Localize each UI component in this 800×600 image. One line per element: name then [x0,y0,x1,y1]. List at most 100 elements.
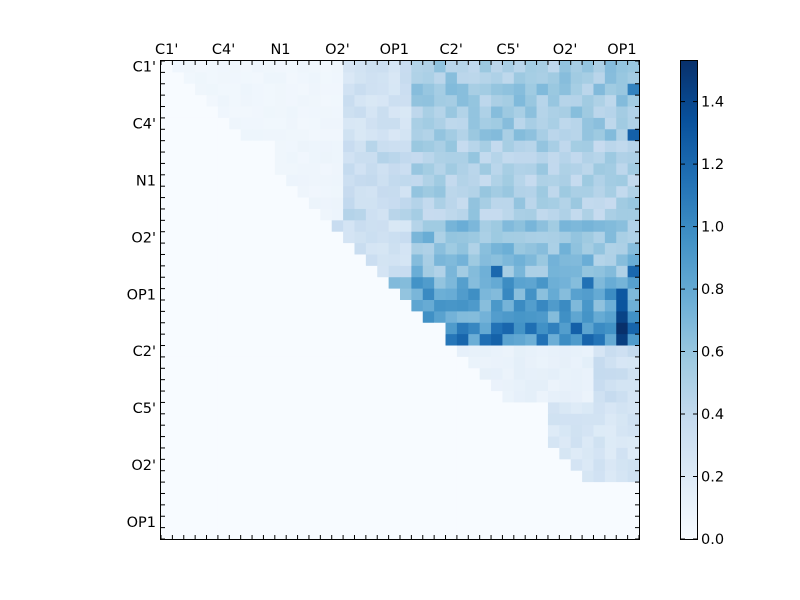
heatmap-cell [502,117,515,130]
heatmap-cell [434,391,446,403]
heatmap-cell [377,413,390,426]
heatmap-cell [388,527,401,540]
heatmap-cell [308,425,321,437]
heatmap-cell [354,208,367,221]
heatmap-cell [400,311,412,324]
heatmap-cell [217,117,230,130]
heatmap-cell [434,436,446,449]
heatmap-cell [616,504,629,517]
heatmap-cell [388,140,401,153]
heatmap-cell [343,140,355,153]
heatmap-cell [343,61,355,73]
heatmap-cell [274,402,287,415]
heatmap-cell [217,174,230,187]
heatmap-cell [354,436,367,449]
heatmap-cell [411,300,424,312]
heatmap-cell [308,140,321,153]
heatmap-cell [593,334,606,346]
heatmap-cell [354,254,367,267]
heatmap-cell [593,379,606,392]
heatmap-cell [388,322,401,335]
heatmap-cell [513,106,526,119]
heatmap-cell [343,288,355,301]
heatmap-cell [559,254,572,267]
heatmap-cell [286,402,298,415]
heatmap-cell [525,322,537,335]
heatmap-cell [297,61,310,73]
heatmap-cell [308,527,321,540]
heatmap-cell [627,322,640,335]
heatmap-cell [456,288,469,301]
heatmap-cell [274,425,287,437]
heatmap-cell [240,72,253,85]
heatmap-cell [627,174,640,187]
heatmap-cell [547,300,560,312]
heatmap-cell [240,117,253,130]
heatmap-cell [513,265,526,278]
heatmap-cell [229,493,242,506]
heatmap-cell [263,186,276,198]
heatmap-cell [502,413,515,426]
heatmap-cell [240,516,253,529]
heatmap-cell [422,231,435,244]
heatmap-cell [286,322,298,335]
heatmap-cell [593,288,606,301]
heatmap-cell [365,322,378,335]
heatmap-cell [331,197,344,210]
heatmap-cell [308,72,321,85]
heatmap-cell [502,368,515,381]
heatmap-cell [593,61,606,73]
heatmap-cell [161,311,173,324]
heatmap-cell [217,504,230,517]
heatmap-cell [308,254,321,267]
heatmap-cell [161,72,173,85]
heatmap-cell [570,95,583,107]
heatmap-cell [320,368,333,381]
heatmap-cell [513,186,526,198]
heatmap-cell [354,459,367,472]
heatmap-cell [252,334,264,346]
heatmap-cell [456,174,469,187]
heatmap-cell [320,300,333,312]
heatmap-cell [422,527,435,540]
heatmap-cell [343,83,355,96]
heatmap-cell [377,83,390,96]
heatmap-cell [297,152,310,164]
heatmap-cell [354,129,367,142]
heatmap-cell [513,129,526,142]
heatmap-cell [240,106,253,119]
heatmap-cell [263,140,276,153]
heatmap-cell [525,265,537,278]
heatmap-cell [400,140,412,153]
y-tick-label: C1' [133,60,156,76]
heatmap-cell [183,436,196,449]
heatmap-cell [286,140,298,153]
heatmap-cell [411,129,424,142]
heatmap-cell [320,220,333,233]
heatmap-cell [570,527,583,540]
heatmap-cell [274,163,287,176]
heatmap-cell [616,311,629,324]
heatmap-cell [411,356,424,369]
heatmap-cell [445,470,458,483]
heatmap-cell [388,277,401,290]
heatmap-cell [274,368,287,381]
heatmap-cell [434,140,446,153]
heatmap-cell [536,197,549,210]
heatmap-cell [559,243,572,255]
heatmap-cell [172,300,185,312]
heatmap-cell [559,334,572,346]
heatmap-cell [491,345,503,358]
heatmap-cell [456,197,469,210]
heatmap-cell [297,220,310,233]
heatmap-cell [559,470,572,483]
heatmap-cell [582,174,594,187]
heatmap-cell [297,504,310,517]
heatmap-cell [354,482,367,494]
heatmap-cell [172,197,185,210]
heatmap-cell [172,368,185,381]
heatmap-cell [308,231,321,244]
heatmap-cell [229,197,242,210]
heatmap-cell [479,425,492,437]
heatmap-cell [161,391,173,403]
